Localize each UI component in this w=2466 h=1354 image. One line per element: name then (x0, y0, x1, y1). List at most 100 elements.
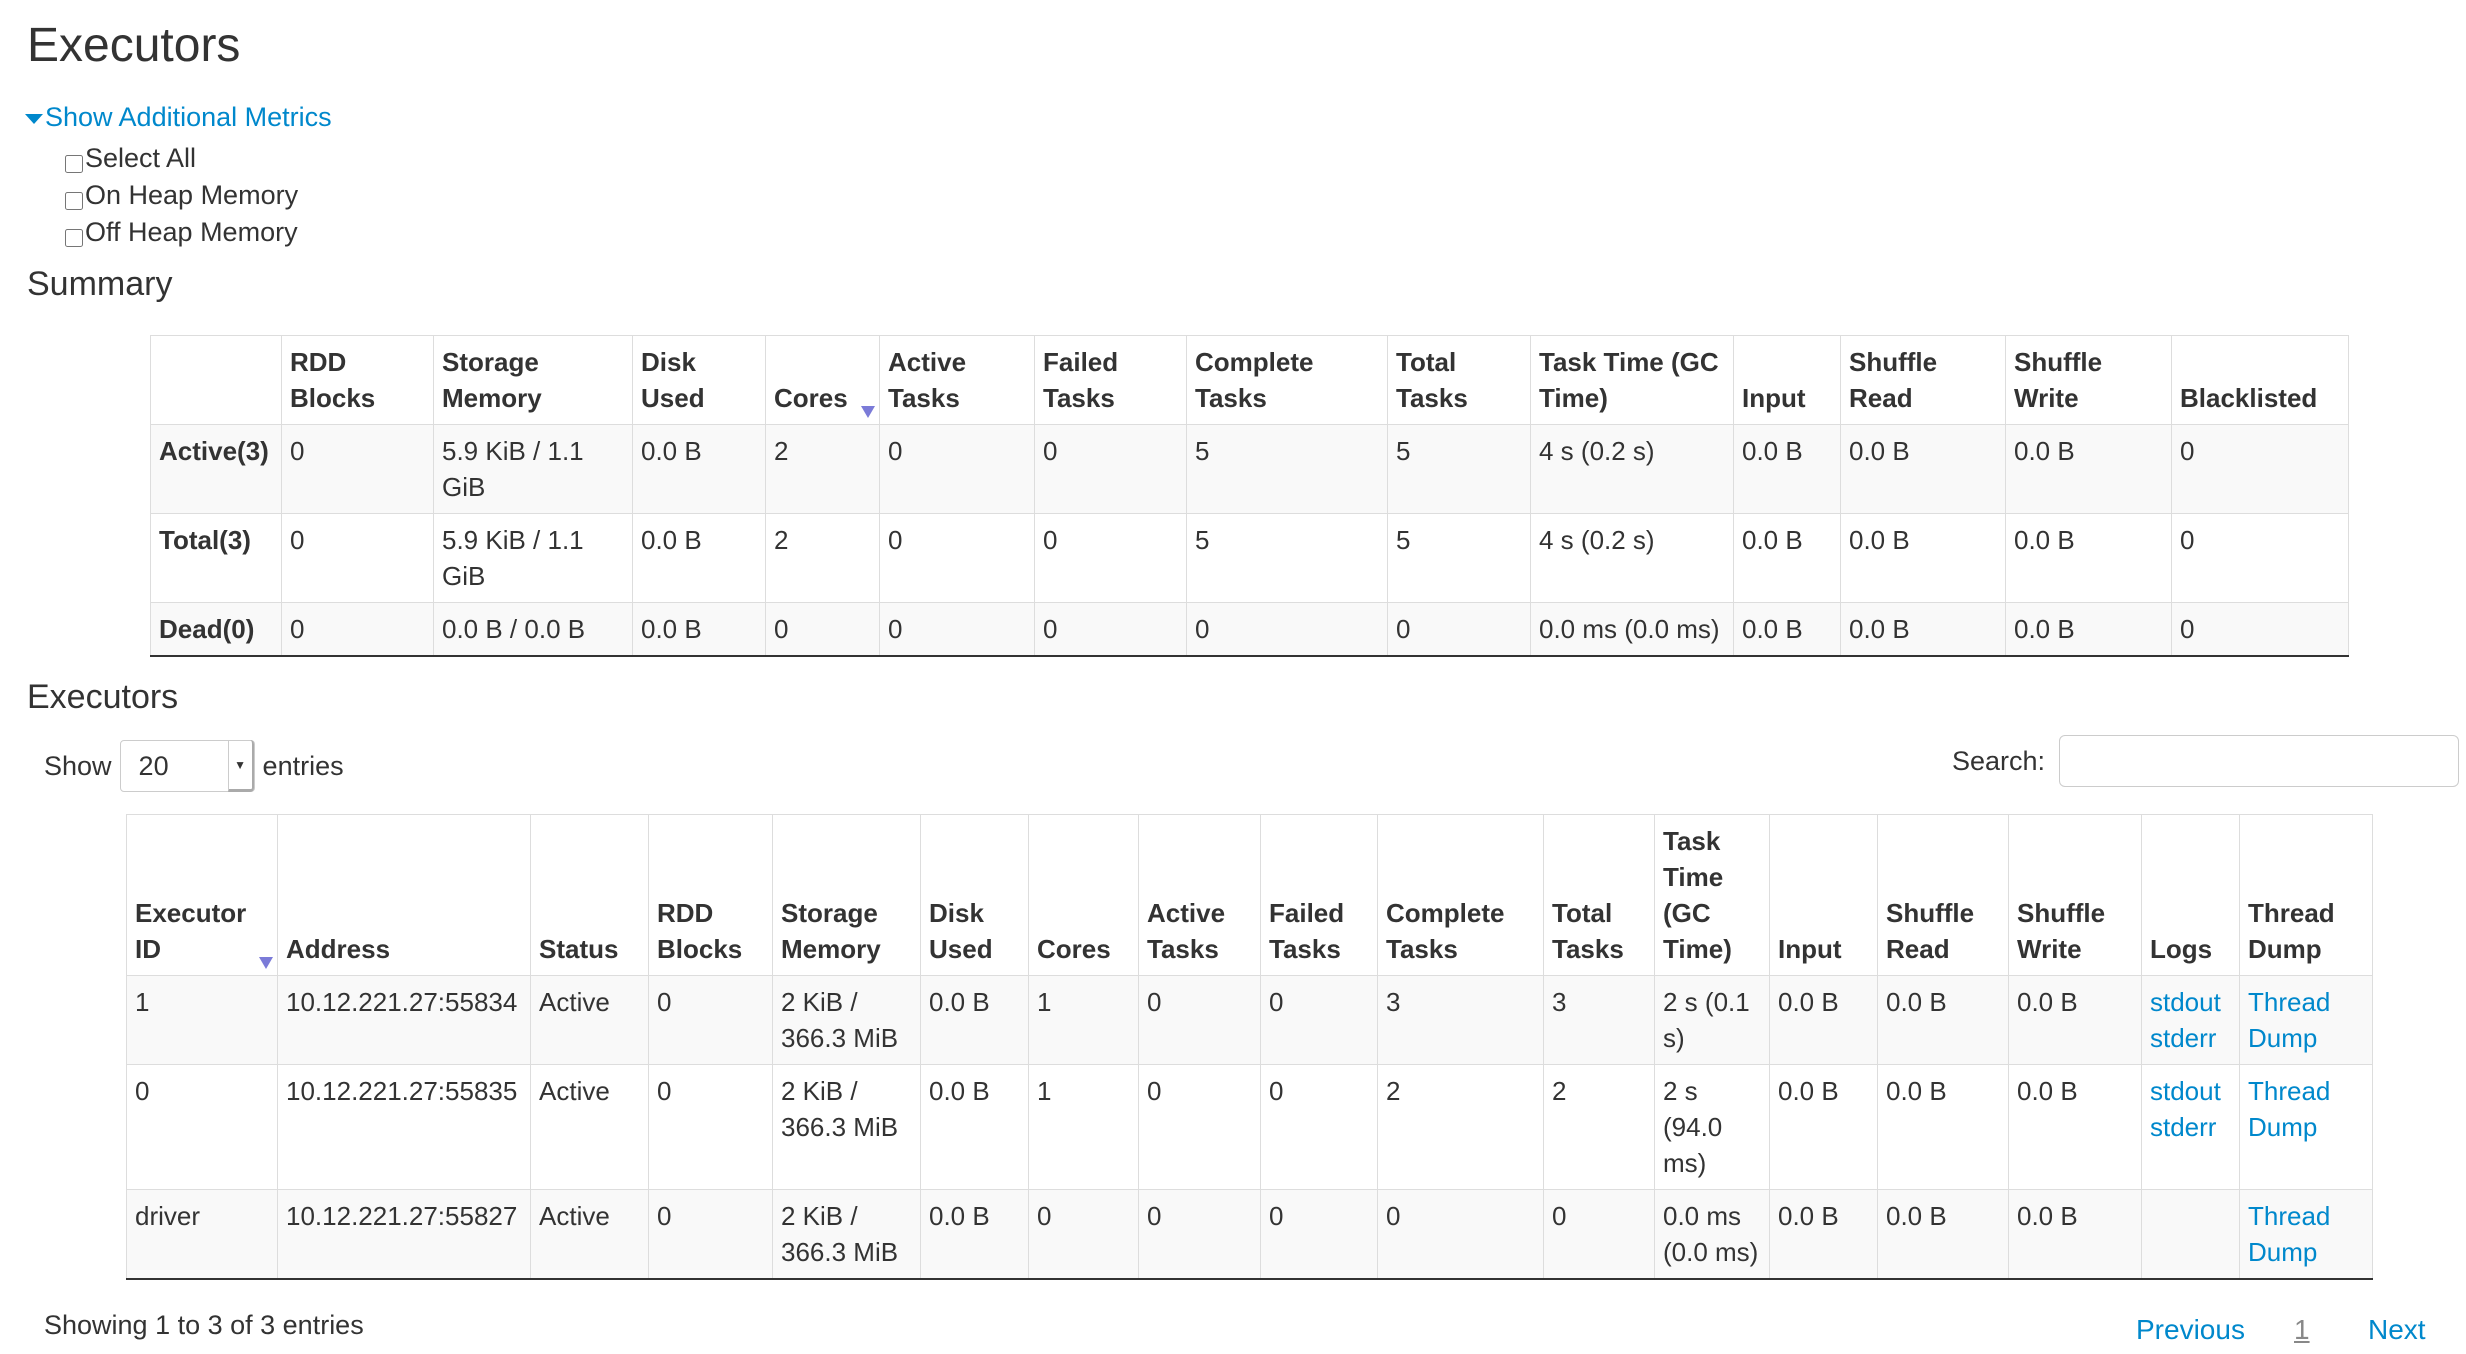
on-heap-memory-option[interactable]: On Heap Memory (65, 177, 298, 214)
summary-cell: 5.9 KiB / 1.1 GiB (433, 424, 633, 514)
cell-task-time-gc-time: 2 s (0.1 s) (1654, 975, 1770, 1065)
summary-cell: 0.0 B / 0.0 B (433, 602, 633, 657)
table-row: 1 10.12.221.27:55834 Active 0 2 KiB / 366.3 … (126, 975, 2373, 1065)
column-header-input[interactable]: Input (1733, 335, 1841, 425)
summary-cell: 2 (765, 513, 880, 603)
column-header-shuffle-write[interactable]: Shuffle Write (2008, 814, 2142, 976)
cell-complete-tasks: 0 (1377, 1189, 1544, 1280)
cell-address: 10.12.221.27:55835 (277, 1064, 531, 1190)
cell-total-tasks: 0 (1543, 1189, 1655, 1280)
cell-executor-id: 1 (126, 975, 278, 1065)
column-header-cores[interactable]: Cores (765, 335, 880, 425)
column-header-disk-used[interactable]: Disk Used (632, 335, 766, 425)
stdout-link[interactable]: stdout (2150, 1076, 2221, 1106)
cell-status: Active (530, 975, 649, 1065)
column-header-shuffle-read[interactable]: Shuffle Read (1840, 335, 2006, 425)
next-page-button[interactable]: Next (2368, 1314, 2426, 1345)
summary-cell: 5 (1387, 424, 1531, 514)
thread-dump-link[interactable]: Thread Dump (2248, 1201, 2331, 1267)
cell-disk-used: 0.0 B (920, 1189, 1029, 1280)
cell-rdd-blocks: 0 (648, 1064, 773, 1190)
cell-shuffle-read: 0.0 B (1877, 975, 2009, 1065)
column-header-complete-tasks[interactable]: Complete Tasks (1377, 814, 1544, 976)
select-all-checkbox[interactable] (65, 154, 83, 173)
column-header-thread-dump[interactable]: Thread Dump (2239, 814, 2373, 976)
search-control: Search: (1952, 735, 2460, 787)
summary-cell: 0.0 B (632, 513, 766, 603)
summary-cell: 0 (281, 513, 434, 603)
stderr-link[interactable]: stderr (2150, 1112, 2217, 1142)
column-header-storage-memory[interactable]: Storage Memory (772, 814, 921, 976)
column-header-status[interactable]: Status (530, 814, 649, 976)
summary-cell: 0.0 B (1733, 424, 1841, 514)
column-header-logs[interactable]: Logs (2141, 814, 2240, 976)
summary-cell: 5 (1186, 424, 1388, 514)
search-input[interactable] (2059, 735, 2460, 787)
cell-input: 0.0 B (1769, 1189, 1878, 1280)
summary-cell: 0.0 B (1733, 602, 1841, 657)
column-header-task-time-gc-time[interactable]: Task Time (GC Time) (1654, 814, 1770, 976)
column-header-input[interactable]: Input (1769, 814, 1878, 976)
on-heap-memory-checkbox[interactable] (65, 191, 83, 210)
previous-page-button[interactable]: Previous (2136, 1314, 2245, 1345)
show-additional-metrics-toggle[interactable]: Show Additional Metrics (25, 102, 332, 133)
column-header-executor-id[interactable]: Executor ID (126, 814, 278, 976)
summary-cell: 0 (1034, 513, 1187, 603)
thread-dump-link[interactable]: Thread Dump (2248, 1076, 2331, 1142)
cell-address: 10.12.221.27:55827 (277, 1189, 531, 1280)
thread-dump-link[interactable]: Thread Dump (2248, 987, 2331, 1053)
executors-table: Executor ID Address Status RDD Blocks Storag… (126, 814, 2373, 1280)
off-heap-memory-checkbox[interactable] (65, 228, 83, 247)
column-header-failed-tasks[interactable]: Failed Tasks (1034, 335, 1187, 425)
column-header-rdd-blocks[interactable]: RDD Blocks (648, 814, 773, 976)
page-size-control: Show 20 ▼ entries (44, 740, 344, 792)
summary-cell: 0.0 B (1840, 513, 2006, 603)
column-header-active-tasks[interactable]: Active Tasks (879, 335, 1035, 425)
summary-cell: 0 (281, 424, 434, 514)
column-header-total-tasks[interactable]: Total Tasks (1543, 814, 1655, 976)
column-header-rdd-blocks[interactable]: RDD Blocks (281, 335, 434, 425)
off-heap-memory-option[interactable]: Off Heap Memory (65, 214, 298, 251)
cell-shuffle-write: 0.0 B (2008, 1189, 2142, 1280)
metrics-options: Select All On Heap Memory Off Heap Memor… (65, 140, 298, 251)
cell-input: 0.0 B (1769, 1064, 1878, 1190)
search-label: Search: (1952, 745, 2046, 776)
column-header-cores[interactable]: Cores (1028, 814, 1139, 976)
column-header-disk-used[interactable]: Disk Used (920, 814, 1029, 976)
stderr-link[interactable]: stderr (2150, 1023, 2217, 1053)
column-header-active-tasks[interactable]: Active Tasks (1138, 814, 1261, 976)
summary-cell: 0.0 B (1840, 424, 2006, 514)
column-header-storage-memory[interactable]: Storage Memory (433, 335, 633, 425)
cell-cores: 0 (1028, 1189, 1139, 1280)
cell-executor-id: 0 (126, 1064, 278, 1190)
cell-cores: 1 (1028, 1064, 1139, 1190)
cell-total-tasks: 3 (1543, 975, 1655, 1065)
column-header-task-time-gc-time[interactable]: Task Time (GC Time) (1530, 335, 1734, 425)
stdout-link[interactable]: stdout (2150, 987, 2221, 1017)
page-title: Executors (27, 19, 241, 72)
summary-cell: 0 (1186, 602, 1388, 657)
summary-cell: 0.0 B (1840, 602, 2006, 657)
cell-failed-tasks: 0 (1260, 1189, 1378, 1280)
cell-complete-tasks: 2 (1377, 1064, 1544, 1190)
page-1-button[interactable]: 1 (2294, 1314, 2310, 1345)
column-header-total-tasks[interactable]: Total Tasks (1387, 335, 1531, 425)
summary-cell: 0 (879, 424, 1035, 514)
summary-cell: 0 (2171, 424, 2349, 514)
column-header-blacklisted[interactable]: Blacklisted (2171, 335, 2349, 425)
column-header-address[interactable]: Address (277, 814, 531, 976)
summary-cell: 4 s (0.2 s) (1530, 513, 1734, 603)
column-header-complete-tasks[interactable]: Complete Tasks (1186, 335, 1388, 425)
column-header-shuffle-write[interactable]: Shuffle Write (2005, 335, 2172, 425)
summary-cell: 0.0 B (1733, 513, 1841, 603)
dropdown-arrow-icon: ▼ (227, 740, 254, 792)
column-header-failed-tasks[interactable]: Failed Tasks (1260, 814, 1378, 976)
row-label: Dead(0) (150, 602, 282, 657)
cell-active-tasks: 0 (1138, 1189, 1261, 1280)
select-all-option[interactable]: Select All (65, 140, 298, 177)
page-size-select[interactable]: 20 ▼ (119, 740, 255, 792)
column-header-shuffle-read[interactable]: Shuffle Read (1877, 814, 2009, 976)
cell-active-tasks: 0 (1138, 1064, 1261, 1190)
